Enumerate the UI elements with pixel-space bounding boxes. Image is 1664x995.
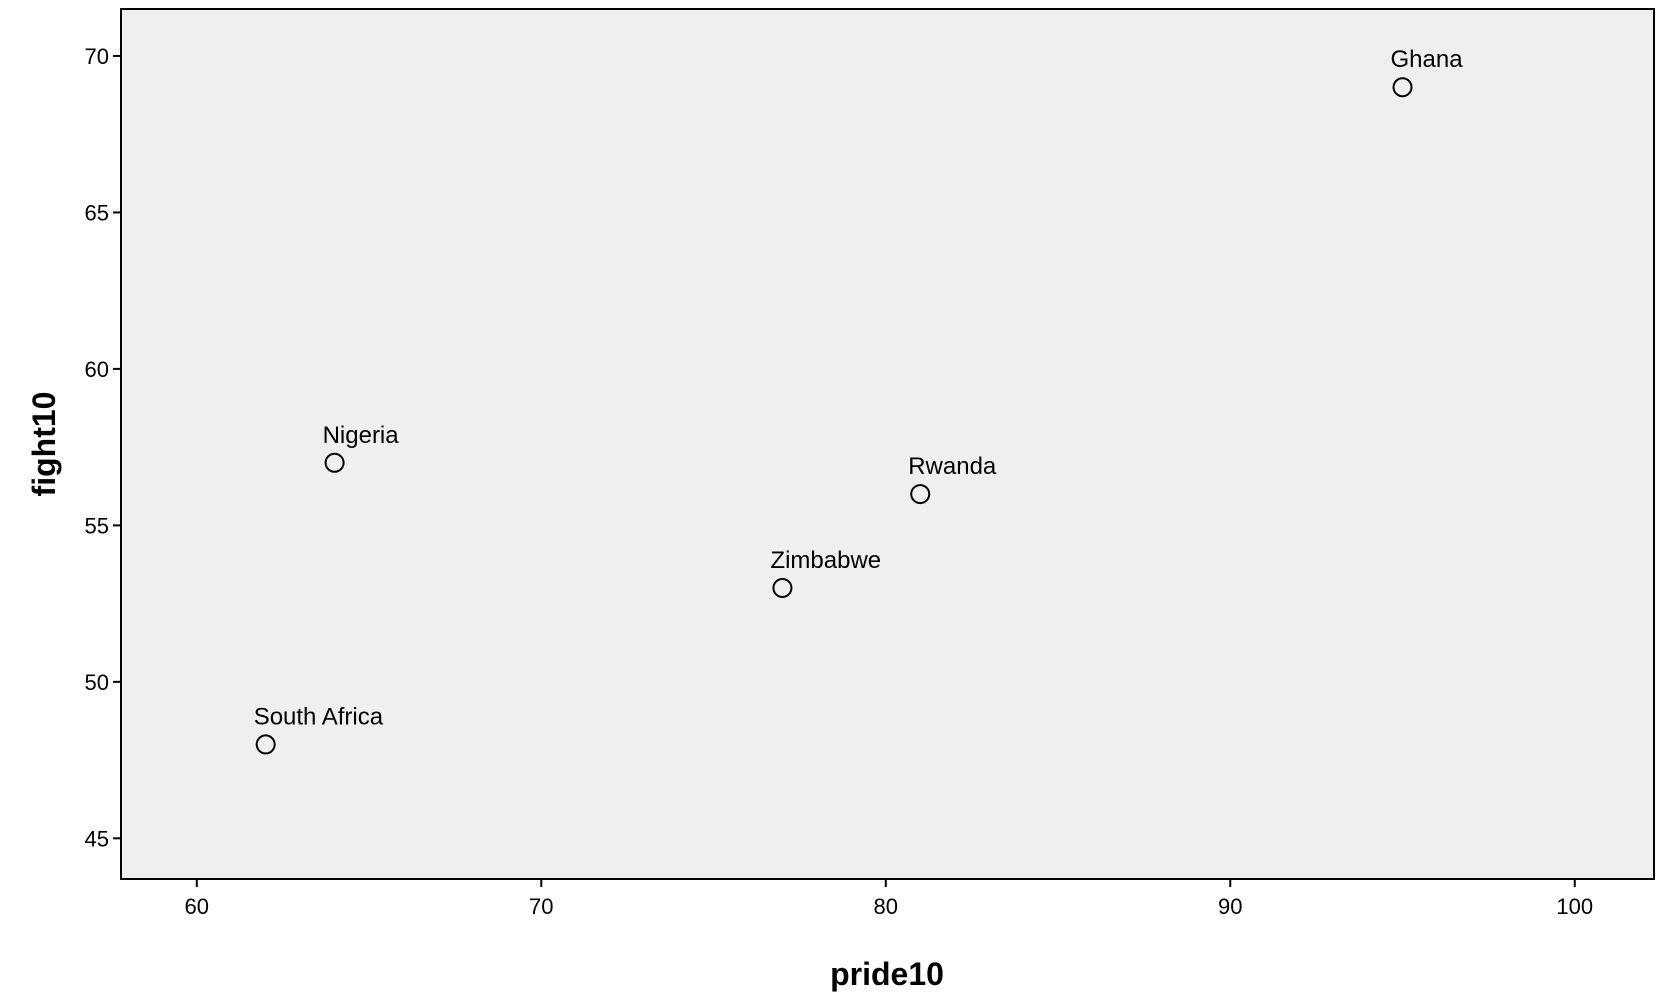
data-point-label: Zimbabwe <box>770 547 881 574</box>
x-tick-label: 100 <box>1556 894 1593 919</box>
data-point-label: Nigeria <box>323 422 400 449</box>
y-tick-label: 70 <box>85 44 109 69</box>
x-tick-label: 90 <box>1218 894 1242 919</box>
data-point-label: Rwanda <box>908 453 997 480</box>
data-point-label: Ghana <box>1391 46 1464 73</box>
x-tick-label: 70 <box>529 894 553 919</box>
y-tick-label: 60 <box>85 357 109 382</box>
y-tick-label: 55 <box>85 513 109 538</box>
data-point-marker <box>1392 77 1413 98</box>
y-axis: 45 50 55 60 65 70 <box>85 44 121 851</box>
y-axis-title: fight10 <box>26 392 62 497</box>
data-point-marker <box>324 452 345 473</box>
y-tick-label: 45 <box>85 826 109 851</box>
data-points: Ghana Nigeria Rwanda Zimbabwe South Africa <box>254 46 1464 755</box>
data-point-marker <box>255 734 276 755</box>
x-tick-label: 60 <box>185 894 209 919</box>
x-axis: 60 70 80 90 100 <box>185 879 1593 919</box>
y-tick-label: 50 <box>85 670 109 695</box>
plot-area <box>120 8 1655 880</box>
x-axis-title: pride10 <box>830 956 944 992</box>
data-point-marker <box>910 484 931 505</box>
data-point-marker <box>772 577 793 598</box>
data-point-label: South Africa <box>254 703 384 730</box>
x-tick-label: 80 <box>874 894 898 919</box>
y-tick-label: 65 <box>85 200 109 225</box>
